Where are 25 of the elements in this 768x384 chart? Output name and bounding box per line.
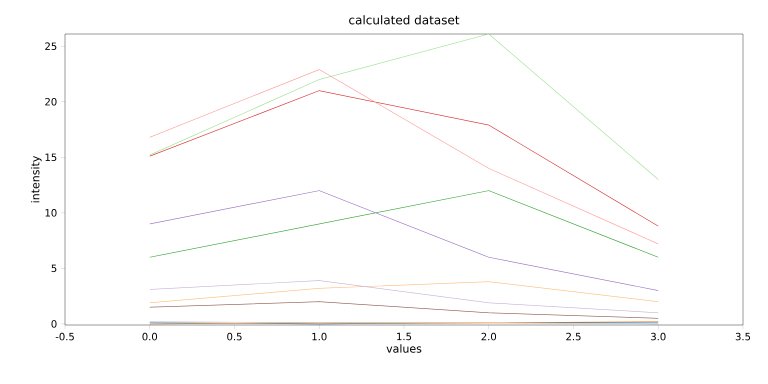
line-series <box>149 280 659 314</box>
line-series <box>149 281 659 304</box>
line-series <box>149 301 659 319</box>
line-series <box>149 69 659 244</box>
x-tick-label: 2.5 <box>566 332 581 340</box>
chart-title: calculated dataset <box>349 15 460 24</box>
line-series <box>149 90 659 226</box>
y-axis-title: intensity <box>30 156 42 202</box>
y-tick-label: 5 <box>52 264 56 272</box>
x-tick-label: 0.5 <box>227 332 242 340</box>
x-tick-label: 2.0 <box>482 332 496 340</box>
y-tick-label: 10 <box>46 209 57 217</box>
x-axis-title: values <box>386 344 422 353</box>
y-tick-label: 20 <box>45 98 57 106</box>
x-tick-label: 3.0 <box>651 332 666 340</box>
y-tick-label: 15 <box>46 154 56 162</box>
x-tick-label: 0.0 <box>142 332 158 340</box>
x-tick-label: -0.5 <box>56 332 74 340</box>
y-tick-label: 25 <box>45 42 56 50</box>
line-series <box>149 34 659 180</box>
x-tick-label: 1.5 <box>397 332 412 340</box>
line-series <box>149 190 659 291</box>
x-tick-label: 1.0 <box>312 332 327 340</box>
y-tick-label: 0 <box>52 320 57 328</box>
x-tick-label: 3.5 <box>736 332 750 340</box>
